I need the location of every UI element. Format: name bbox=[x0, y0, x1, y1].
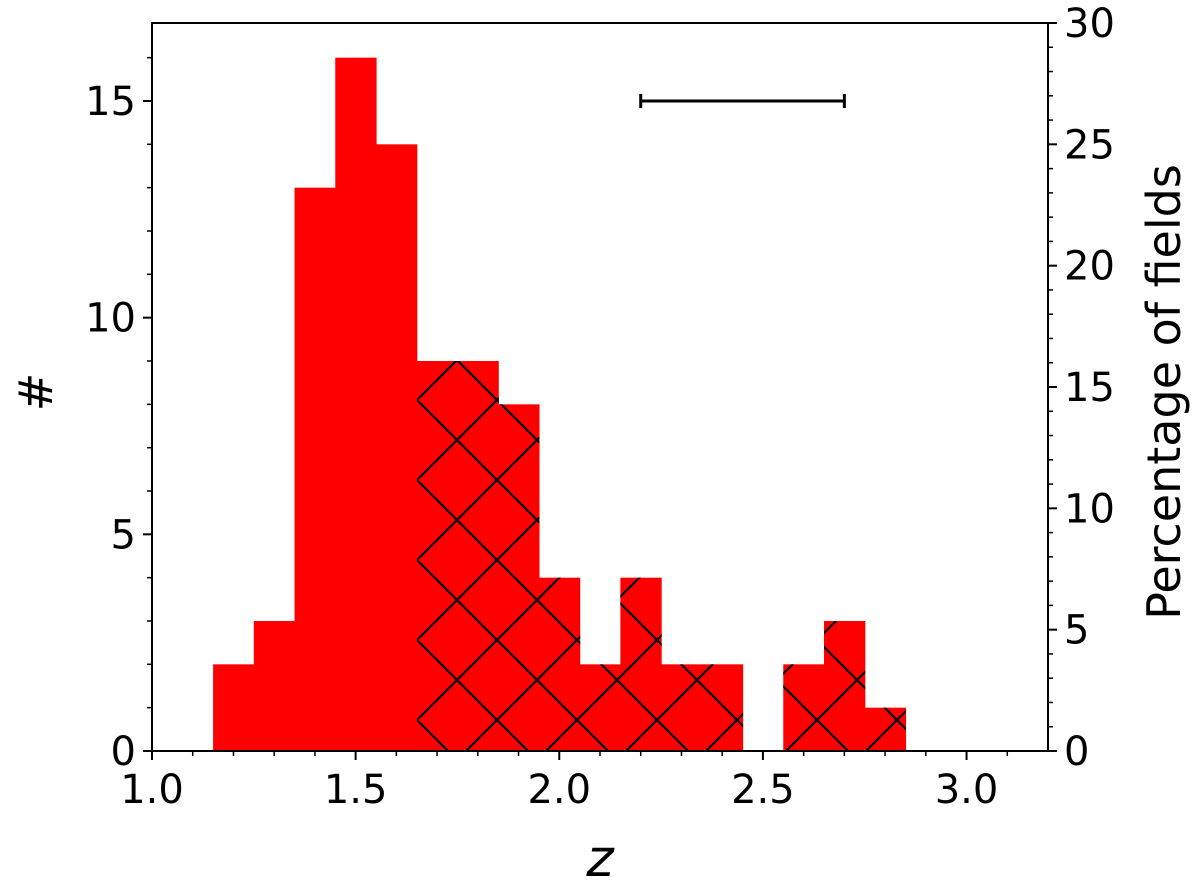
x-tick-label: 2.5 bbox=[731, 767, 795, 813]
x-axis: 1.0 1.5 2.0 2.5 3.0 bbox=[120, 751, 1009, 813]
y2-tick-label: 25 bbox=[1064, 122, 1115, 168]
histogram-bar-hatch bbox=[579, 664, 621, 751]
y2-axis-label: Percentage of fields bbox=[1137, 164, 1191, 620]
x-tick-label: 2.0 bbox=[527, 767, 591, 813]
y-tick-label: 10 bbox=[85, 296, 136, 342]
histogram-bar-hatch bbox=[661, 664, 703, 751]
x-axis-label: z bbox=[585, 829, 615, 881]
histogram-bar bbox=[335, 57, 377, 751]
histogram-bar-hatch bbox=[824, 621, 866, 751]
y2-tick-label: 20 bbox=[1064, 244, 1115, 290]
hatched-region bbox=[417, 361, 907, 751]
y-axis-right: 0 5 10 15 20 25 30 bbox=[1048, 1, 1115, 775]
y2-tick-label: 10 bbox=[1064, 486, 1115, 532]
histogram-bar bbox=[376, 144, 418, 752]
histogram-bar-hatch bbox=[701, 664, 744, 751]
histogram-bar-hatch bbox=[498, 404, 540, 751]
y-tick-label: 0 bbox=[111, 729, 136, 775]
x-tick-label: 3.0 bbox=[935, 767, 999, 813]
x-tick-label: 1.0 bbox=[120, 767, 184, 813]
histogram-bar-hatch bbox=[417, 361, 459, 751]
y2-tick-label: 5 bbox=[1064, 608, 1089, 654]
annotation-errorbar bbox=[639, 94, 846, 108]
histogram-bar bbox=[253, 621, 296, 751]
histogram-bar-hatch bbox=[864, 707, 907, 751]
y-axis-label: # bbox=[9, 373, 63, 412]
x-tick-label: 1.5 bbox=[324, 767, 388, 813]
y-tick-label: 5 bbox=[111, 512, 136, 558]
y2-tick-label: 30 bbox=[1064, 1, 1115, 47]
histogram-bar-hatch bbox=[783, 664, 825, 751]
y-tick-label: 15 bbox=[85, 79, 136, 125]
histogram-bar bbox=[294, 187, 336, 751]
histogram-bar bbox=[213, 664, 255, 751]
y2-tick-label: 0 bbox=[1064, 729, 1089, 775]
histogram-bar-hatch bbox=[538, 577, 581, 751]
histogram-bar-hatch bbox=[620, 577, 662, 751]
histogram-bar-hatch bbox=[457, 361, 499, 751]
y-axis-left: 0 5 10 15 bbox=[85, 56, 152, 775]
y2-tick-label: 15 bbox=[1064, 365, 1115, 411]
